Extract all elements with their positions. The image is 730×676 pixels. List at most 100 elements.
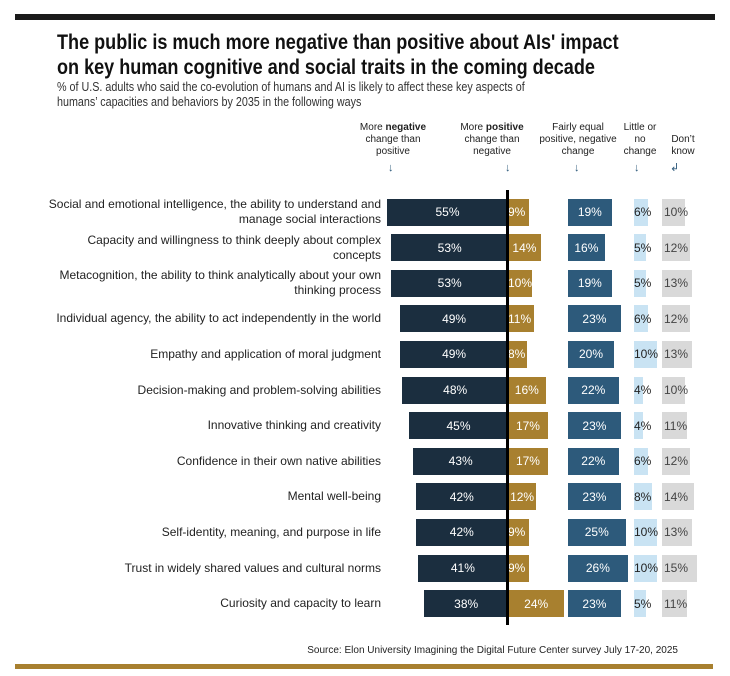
- column-header-dont_know: Don’t know: [664, 134, 702, 158]
- equal-bar: 23%: [568, 590, 621, 618]
- positive-bar: 9%: [508, 198, 530, 226]
- category-label: Innovative thinking and creativity: [207, 418, 381, 433]
- data-label: 23%: [582, 311, 607, 326]
- negative-bar: 45%: [409, 412, 508, 440]
- data-label: 10%: [634, 347, 659, 362]
- data-label: 6%: [634, 311, 652, 326]
- category-label: Curiosity and capacity to learn: [220, 596, 381, 611]
- positive-bar: 9%: [508, 518, 530, 546]
- negative-bar: 48%: [402, 376, 508, 404]
- data-label: 13%: [664, 276, 689, 291]
- data-label: 23%: [582, 596, 607, 611]
- category-label: Metacognition, the ability to think anal…: [59, 268, 381, 298]
- negative-bar: 42%: [415, 483, 508, 511]
- header-text: Little or no change: [623, 122, 657, 157]
- arrow-down-left-icon: ↲: [670, 162, 680, 174]
- little-change-bar: 10%: [634, 554, 659, 582]
- header-bold-text: positive: [485, 122, 524, 133]
- data-label: 9%: [508, 525, 526, 540]
- title-line-1: The public is much more negative than po…: [57, 31, 619, 54]
- header-text: Fairly equal positive, negative change: [539, 122, 617, 157]
- dont-know-bar: 14%: [662, 483, 695, 511]
- negative-bar: 53%: [391, 234, 508, 262]
- top-rule: [15, 14, 715, 20]
- data-label: 10%: [508, 276, 533, 291]
- data-label: 10%: [634, 561, 659, 575]
- category-label: Social and emotional intelligence, the a…: [48, 197, 381, 226]
- data-label: 11%: [664, 596, 688, 611]
- data-label: 49%: [442, 347, 467, 362]
- equal-bar: 19%: [568, 198, 612, 226]
- dont-know-bar: 15%: [662, 554, 697, 582]
- header-text: More: [460, 122, 486, 133]
- arrow-down-icon: ↓: [634, 162, 640, 174]
- data-label: 9%: [508, 205, 526, 219]
- arrow-down-icon: ↓: [574, 162, 580, 174]
- negative-bar: 49%: [400, 305, 508, 333]
- data-label: 53%: [437, 276, 462, 291]
- category-label: Self-identity, meaning, and purpose in l…: [161, 524, 381, 539]
- data-label: 16%: [514, 383, 539, 397]
- data-label: 9%: [508, 561, 526, 575]
- data-label: 8%: [634, 489, 652, 504]
- data-label: 23%: [582, 418, 607, 433]
- dont-know-bar: 10%: [662, 198, 688, 226]
- data-label: 55%: [435, 205, 460, 219]
- chart-subtitle: % of U.S. adults who said the co-evoluti…: [57, 80, 642, 110]
- data-label: 22%: [581, 383, 606, 397]
- data-label: 23%: [582, 489, 607, 504]
- negative-bar: 55%: [387, 198, 508, 226]
- dont-know-bar: 13%: [662, 340, 692, 368]
- column-header-negative: More negative change than positive: [355, 122, 431, 158]
- chart-title: The public is much more negative than po…: [57, 30, 642, 80]
- little-change-bar: 5%: [634, 269, 651, 297]
- category-label: Capacity and willingness to think deeply…: [87, 232, 381, 262]
- equal-bar: 16%: [568, 234, 605, 262]
- negative-bar: 42%: [415, 518, 508, 546]
- header-text: change than negative: [464, 134, 520, 157]
- data-label: 12%: [664, 240, 689, 255]
- data-label: 10%: [634, 525, 659, 540]
- dont-know-bar: 11%: [662, 412, 688, 440]
- category-label: Empathy and application of moral judgmen…: [150, 346, 381, 361]
- data-label: 4%: [634, 383, 652, 397]
- data-label: 5%: [634, 596, 652, 611]
- column-header-equal: Fairly equal positive, negative change: [536, 122, 620, 158]
- arrow-down-icon: ↓: [505, 162, 511, 174]
- little-change-bar: 4%: [634, 376, 651, 404]
- dont-know-bar: 12%: [662, 447, 690, 475]
- category-label: Confidence in their own native abilities: [176, 453, 381, 468]
- data-label: 12%: [664, 454, 689, 469]
- dont-know-bar: 11%: [662, 590, 688, 618]
- positive-bar: 14%: [508, 234, 541, 262]
- negative-bar: 43%: [413, 447, 508, 475]
- equal-bar: 20%: [568, 340, 614, 368]
- little-change-bar: 10%: [634, 518, 659, 546]
- data-label: 43%: [448, 454, 473, 469]
- positive-bar: 11%: [508, 305, 534, 333]
- data-label: 41%: [450, 561, 475, 575]
- data-label: 6%: [634, 454, 652, 469]
- title-line-2: on key human cognitive and social traits…: [57, 56, 595, 79]
- equal-bar: 23%: [568, 412, 621, 440]
- header-text: change than positive: [365, 134, 421, 157]
- negative-bar: 49%: [400, 340, 508, 368]
- little-change-bar: 10%: [634, 340, 659, 368]
- positive-bar: 16%: [508, 376, 546, 404]
- column-header-positive: More positive change than negative: [452, 122, 532, 158]
- data-label: 22%: [581, 454, 606, 469]
- data-label: 12%: [510, 489, 535, 504]
- data-label: 16%: [574, 240, 599, 255]
- data-label: 19%: [577, 276, 602, 291]
- dont-know-bar: 13%: [662, 518, 692, 546]
- positive-bar: 17%: [508, 412, 548, 440]
- category-label: Trust in widely shared values and cultur…: [124, 560, 381, 575]
- data-label: 14%: [512, 240, 537, 255]
- data-label: 12%: [664, 311, 689, 326]
- subtitle-line-1: % of U.S. adults who said the co-evoluti…: [57, 80, 525, 94]
- little-change-bar: 6%: [634, 447, 652, 475]
- data-label: 45%: [446, 418, 471, 433]
- positive-bar: 24%: [508, 590, 565, 618]
- equal-bar: 25%: [568, 518, 626, 546]
- data-label: 13%: [664, 347, 689, 362]
